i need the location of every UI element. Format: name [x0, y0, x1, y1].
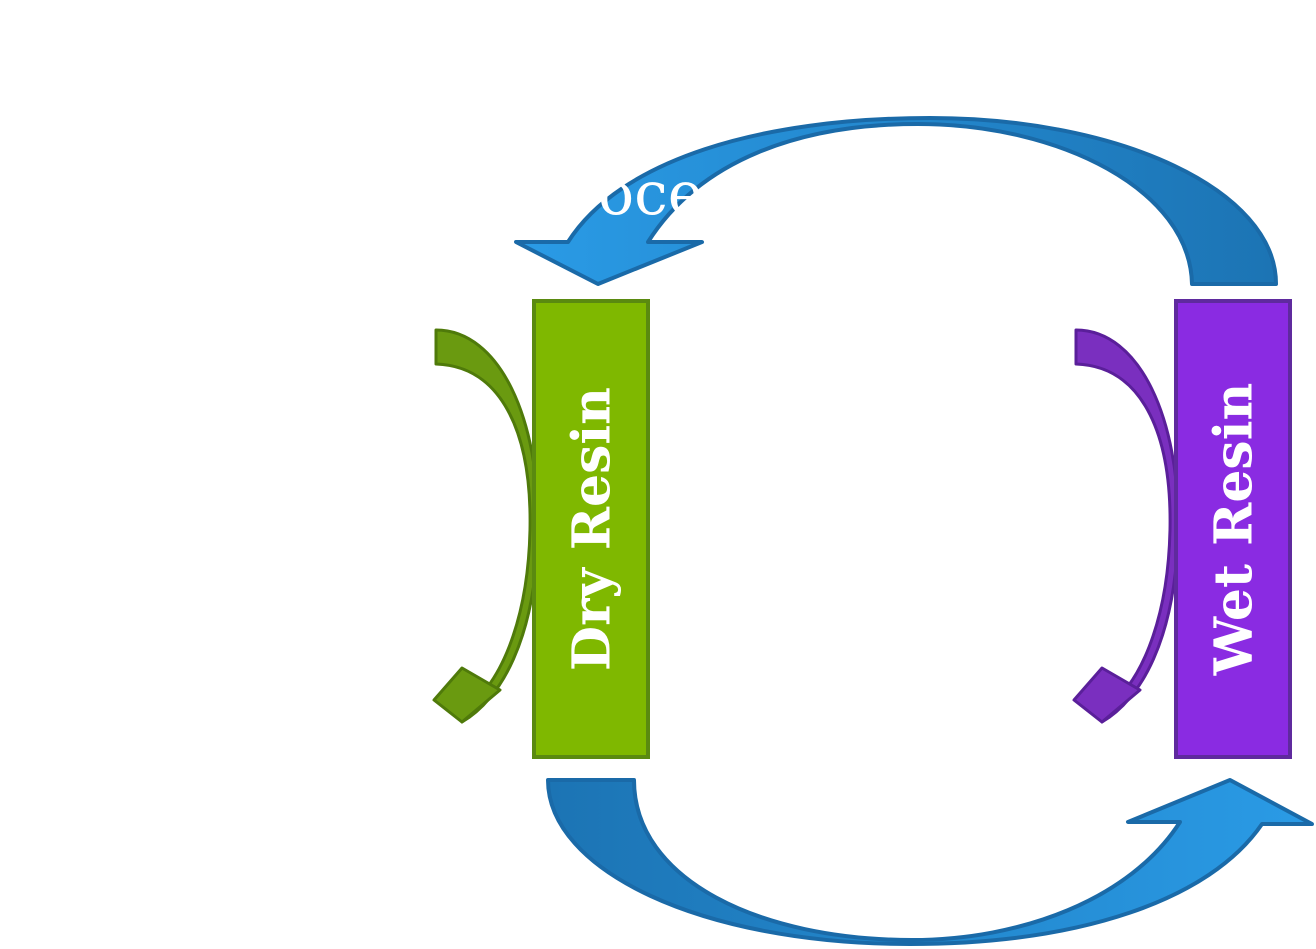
purple-side-arrowhead: [1072, 666, 1142, 724]
wet-resin-side-arrow: [1072, 328, 1180, 724]
dry-resin-rect: [532, 299, 650, 759]
wet-resin-box: Wet Resin: [1174, 299, 1292, 759]
top-arc-body: [514, 116, 1278, 286]
green-side-arrowhead: [432, 666, 502, 724]
wet-resin-label: Wet Resin: [1204, 383, 1265, 677]
top-cycle-arrow: oce: [514, 116, 1278, 286]
bottom-arc-body: [546, 778, 1314, 946]
top-arc-text-fragment: oce: [598, 159, 703, 229]
bottom-cycle-arrow: [546, 778, 1314, 946]
green-side-arc: [434, 328, 540, 724]
dry-resin-side-arrow: [432, 328, 540, 724]
dry-resin-label: Dry Resin: [562, 387, 623, 671]
wet-resin-rect: [1174, 299, 1292, 759]
purple-side-arc: [1074, 328, 1180, 724]
dry-resin-box: Dry Resin: [532, 299, 650, 759]
